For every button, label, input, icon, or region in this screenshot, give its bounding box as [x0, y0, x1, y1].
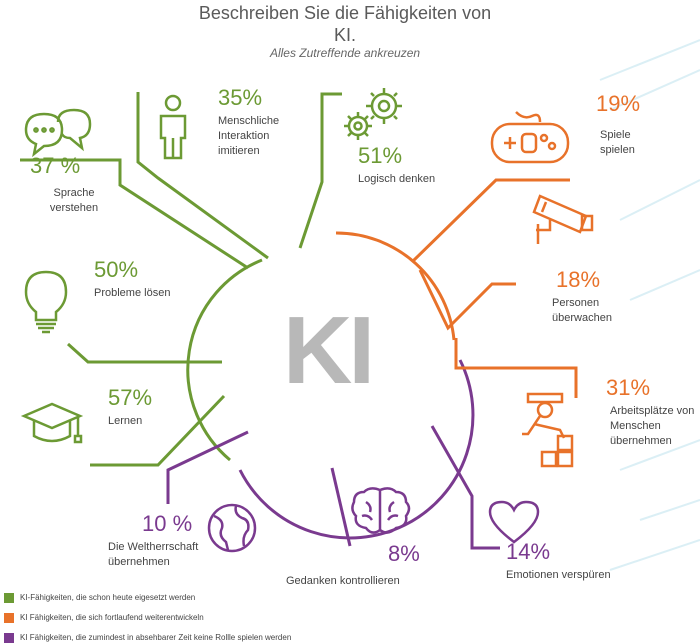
category-label-line: Gedanken kontrollieren — [286, 575, 400, 587]
legend-text: KI Fähigkeiten, die zumindest in absehba… — [20, 633, 292, 642]
legend-text: KI Fähigkeiten, die sich fortlaufend wei… — [20, 613, 204, 622]
category-label-line: Lernen — [108, 415, 143, 427]
category-label-line: Spiele — [600, 129, 631, 141]
category-label-line: übernehmen — [108, 556, 170, 568]
category-label-line: Logisch denken — [358, 173, 436, 185]
globe-icon — [207, 503, 257, 553]
category-label-line: übernehmen — [610, 435, 672, 447]
heart-icon — [488, 500, 540, 544]
category-label-line: imitieren — [218, 145, 260, 157]
legend-entry: KI Fähigkeiten, die zumindest in absehba… — [4, 632, 291, 643]
connector-arbeit — [454, 338, 578, 398]
value-label: 50% — [94, 257, 139, 282]
category-label-line: Menschliche — [218, 115, 280, 127]
legend-text: KI-Fähigkeiten, die schon heute eigesetz… — [20, 593, 196, 602]
category-label: Sprache verstehen — [44, 186, 104, 216]
value-label: 51% — [358, 143, 403, 168]
value-label: 14% — [506, 539, 551, 564]
category-label: Arbeitsplätze von Menschen übernehmen — [610, 404, 694, 449]
category-label-line: Probleme lösen — [94, 287, 171, 299]
category-label: Die Weltherrschaft übernehmen — [108, 540, 198, 570]
speech-bubbles-icon — [24, 108, 92, 158]
connector-probleme — [66, 342, 222, 364]
category-label: Gedanken kontrollieren — [286, 574, 400, 589]
center-label: KI — [283, 297, 375, 404]
legend-swatch — [4, 592, 14, 603]
value-label: 8% — [388, 541, 420, 566]
title-line-1: Beschreiben Sie die Fähigkeiten von — [198, 3, 492, 23]
category-label-line: Emotionen verspüren — [506, 569, 611, 581]
security-camera-icon — [532, 194, 594, 244]
connector-spiele — [410, 178, 570, 264]
category-label-line: Die Weltherrschaft — [108, 541, 199, 553]
connector-welt — [166, 430, 249, 504]
game-controller-icon — [490, 111, 570, 164]
value-label: 19% — [596, 91, 641, 116]
category-label-line: Menschen — [610, 420, 661, 432]
connector-lernen — [90, 394, 226, 467]
page-title: Beschreiben Sie die Fähigkeiten von KI. — [150, 2, 540, 46]
category-label-line: Interaktion — [218, 130, 270, 142]
category-label: Emotionen verspüren — [506, 568, 611, 583]
legend-swatch — [4, 612, 14, 623]
category-label: Logisch denken — [358, 172, 435, 187]
category-label: Menschliche Interaktion imitieren — [218, 114, 279, 159]
value-label: 31% — [606, 375, 651, 400]
connector-interaktion — [136, 92, 269, 260]
category-label-line: spielen — [600, 144, 635, 156]
value-label: 18% — [556, 267, 601, 292]
connector-gedanken — [330, 467, 352, 547]
value-label: 10 % — [142, 511, 193, 536]
legend-swatch — [4, 632, 14, 643]
ring-arc-orange — [335, 231, 456, 341]
category-label-line: Sprache — [53, 187, 95, 199]
value-label: 35% — [218, 85, 263, 110]
category-label: Lernen — [108, 414, 142, 429]
legend-entry: KI Fähigkeiten, die sich fortlaufend wei… — [4, 612, 204, 623]
category-label: Probleme lösen — [94, 286, 170, 301]
title-line-2: KI. — [333, 25, 356, 45]
decorative-streaks — [599, 39, 700, 571]
connector-sprache — [20, 158, 249, 270]
robot-arm-icon — [522, 392, 574, 468]
value-label: 37 % — [30, 153, 81, 178]
person-icon — [159, 94, 187, 160]
category-label: Personen überwachen — [552, 296, 612, 326]
category-label-line: verstehen — [49, 202, 99, 214]
graduation-cap-icon — [20, 402, 84, 444]
ring-arc-green — [186, 258, 263, 462]
legend-entry: KI-Fähigkeiten, die schon heute eigesetz… — [4, 592, 195, 603]
value-label: 57% — [108, 385, 153, 410]
connector-logisch — [298, 92, 342, 249]
category-label-line: Arbeitsplätze von — [610, 405, 695, 417]
subtitle: Alles Zutreffende ankreuzen — [269, 46, 421, 60]
gears-icon — [344, 88, 402, 140]
connector-emotionen — [430, 425, 500, 550]
brain-icon — [351, 487, 411, 534]
light-bulb-icon — [24, 270, 68, 334]
category-label-line: überwachen — [552, 312, 612, 324]
category-label: Spiele spielen — [600, 128, 635, 158]
category-label-line: Personen — [552, 297, 600, 309]
connector-personen — [418, 269, 516, 331]
